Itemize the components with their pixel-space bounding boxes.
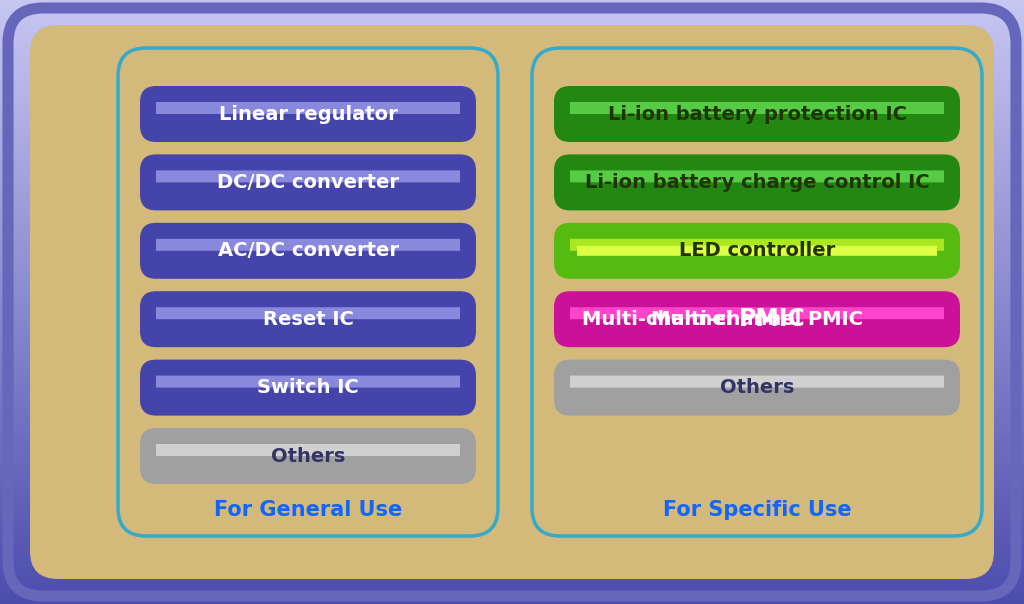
FancyBboxPatch shape <box>554 86 961 142</box>
FancyBboxPatch shape <box>570 376 944 388</box>
FancyBboxPatch shape <box>156 239 460 251</box>
Text: LED controller: LED controller <box>679 242 836 260</box>
Text: For Specific Use: For Specific Use <box>663 500 851 520</box>
FancyBboxPatch shape <box>140 359 476 416</box>
Text: AC/DC converter: AC/DC converter <box>217 242 398 260</box>
Text: Others: Others <box>270 446 345 466</box>
FancyBboxPatch shape <box>570 307 944 319</box>
FancyBboxPatch shape <box>156 102 460 114</box>
FancyBboxPatch shape <box>570 239 944 251</box>
Text: Reset IC: Reset IC <box>262 310 353 329</box>
FancyBboxPatch shape <box>570 102 944 114</box>
FancyBboxPatch shape <box>554 359 961 416</box>
Text: Multi-channel: Multi-channel <box>582 310 739 329</box>
FancyBboxPatch shape <box>554 291 961 347</box>
FancyBboxPatch shape <box>140 223 476 279</box>
FancyBboxPatch shape <box>156 307 460 319</box>
FancyBboxPatch shape <box>140 428 476 484</box>
FancyBboxPatch shape <box>140 155 476 210</box>
FancyBboxPatch shape <box>140 291 476 347</box>
FancyBboxPatch shape <box>30 25 994 579</box>
FancyBboxPatch shape <box>570 170 944 182</box>
FancyBboxPatch shape <box>140 86 476 142</box>
Text: Others: Others <box>720 378 795 397</box>
Text: Linear regulator: Linear regulator <box>219 104 397 123</box>
FancyBboxPatch shape <box>156 170 460 182</box>
FancyBboxPatch shape <box>577 246 937 256</box>
FancyBboxPatch shape <box>156 444 460 456</box>
FancyBboxPatch shape <box>554 223 961 279</box>
Text: Li-ion battery protection IC: Li-ion battery protection IC <box>607 104 906 123</box>
FancyBboxPatch shape <box>554 155 961 210</box>
Text: DC/DC converter: DC/DC converter <box>217 173 399 192</box>
Text: Switch IC: Switch IC <box>257 378 358 397</box>
Text: Multi-channel PMIC: Multi-channel PMIC <box>651 310 863 329</box>
Text: PMIC: PMIC <box>739 307 806 331</box>
Text: For General Use: For General Use <box>214 500 402 520</box>
Text: Li-ion battery charge control IC: Li-ion battery charge control IC <box>585 173 930 192</box>
FancyBboxPatch shape <box>156 376 460 388</box>
